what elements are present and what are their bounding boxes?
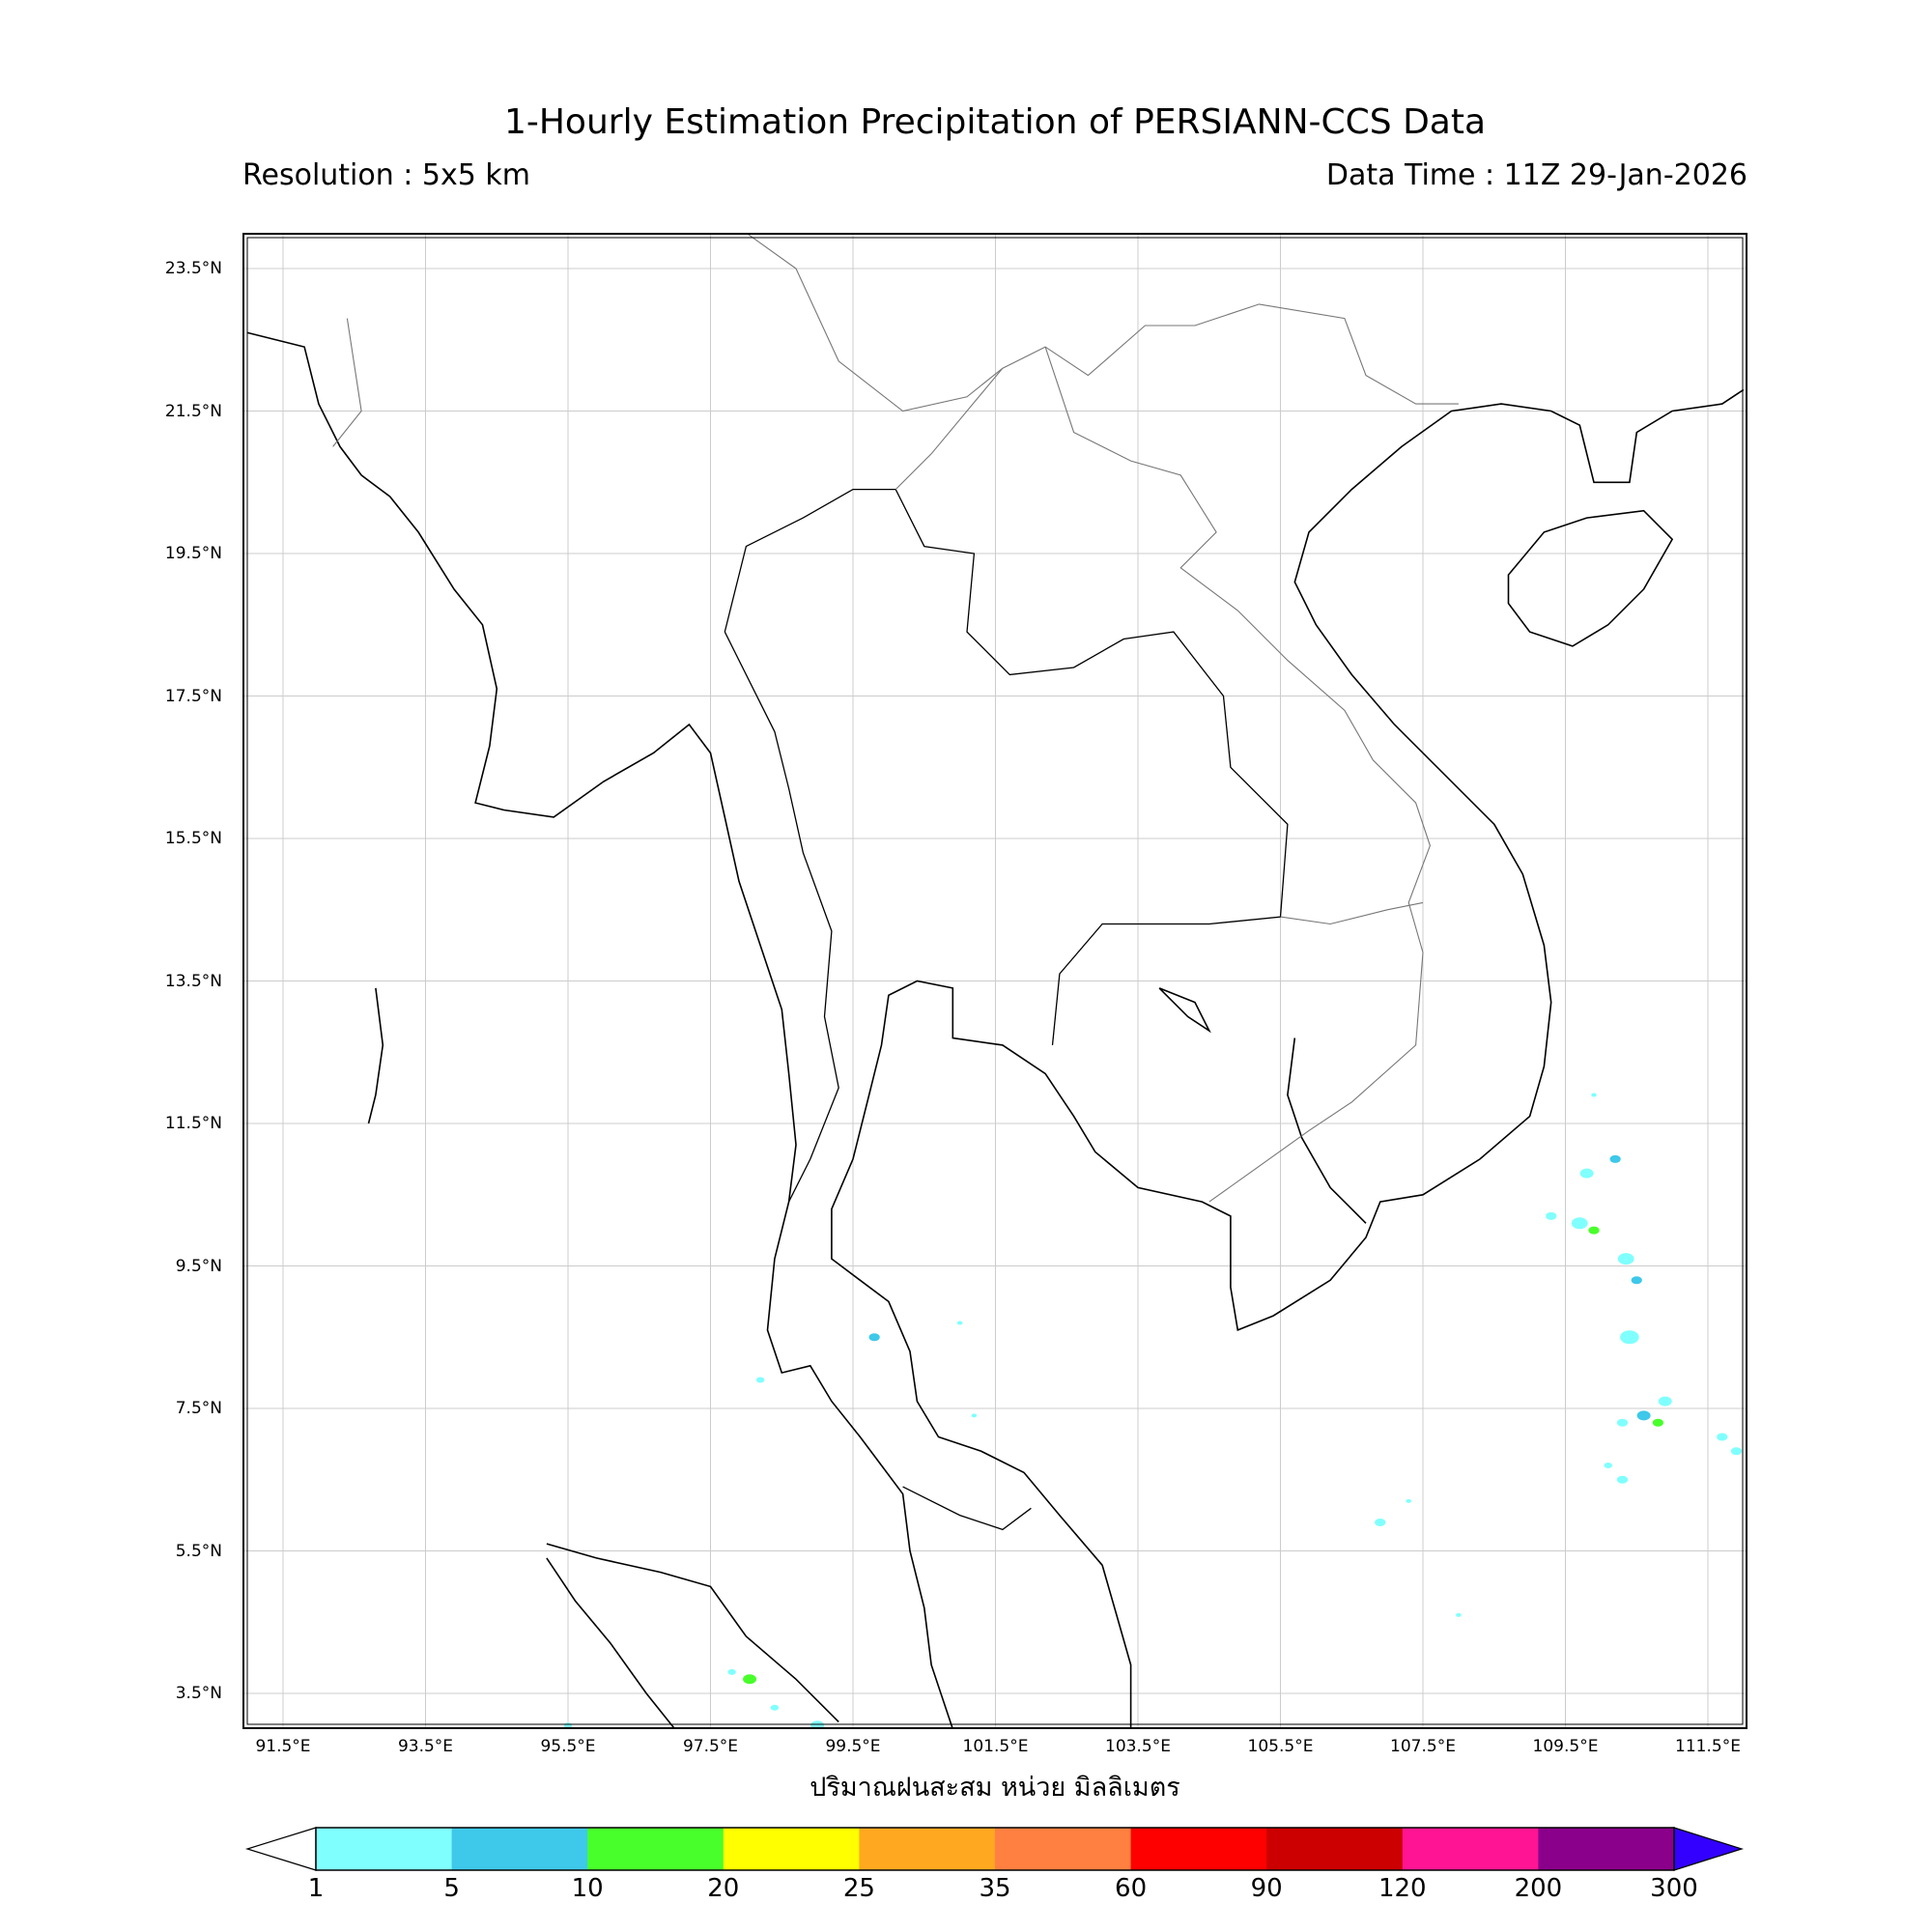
colorbar-outline: [315, 1827, 1675, 1871]
lat-label: 23.5°N: [164, 259, 222, 278]
lat-label: 15.5°N: [164, 829, 222, 848]
rain-cell: [1588, 1226, 1600, 1235]
lon-label: 97.5°E: [682, 1737, 739, 1756]
rain-cell: [1652, 1418, 1663, 1427]
colorbar-tick-label: 25: [842, 1874, 875, 1903]
rain-cell: [810, 1720, 825, 1729]
rain-cell: [1546, 1211, 1557, 1220]
lat-label: 11.5°N: [164, 1114, 222, 1133]
rain-cell: [1658, 1396, 1672, 1406]
lat-label: 13.5°N: [164, 971, 222, 991]
rain-cell: [1717, 1433, 1728, 1441]
mekong-river: [1287, 1037, 1367, 1224]
thailand-border-north-east: [724, 488, 1289, 1045]
rain-cell: [1591, 1093, 1597, 1097]
colorbar-tick-label: 10: [571, 1874, 604, 1903]
rain-cell: [1579, 1168, 1594, 1179]
colorbar-segment: [995, 1828, 1132, 1870]
rain-cell: [1631, 1276, 1642, 1285]
lon-label: 105.5°E: [1247, 1737, 1314, 1756]
colorbar-tick-label: 35: [979, 1874, 1011, 1903]
border-china: [746, 233, 1459, 412]
rain-cell: [1571, 1217, 1588, 1230]
colorbar-segment: [316, 1828, 453, 1870]
colorbar-segment: [1266, 1828, 1404, 1870]
border-bangladesh: [332, 318, 362, 447]
rain-cell: [1636, 1410, 1651, 1421]
coastline-west: [246, 331, 954, 1729]
border-laos-myanmar: [895, 367, 1004, 490]
colorbar-tick-label: 200: [1514, 1874, 1563, 1903]
rain-cell: [1620, 1330, 1639, 1345]
colorbar-segment: [451, 1828, 588, 1870]
rain-cell: [1604, 1463, 1612, 1468]
rain-cell: [1730, 1447, 1743, 1456]
colorbar-tick-label: 20: [707, 1874, 740, 1903]
tonle-sap: [1158, 987, 1211, 1034]
rain-cell: [868, 1333, 880, 1342]
precipitation-map: [242, 233, 1747, 1729]
lon-label: 107.5°E: [1390, 1737, 1456, 1756]
lat-label: 9.5°N: [175, 1256, 222, 1276]
rain-cell: [1616, 1475, 1629, 1484]
colorbar-segment: [1538, 1828, 1675, 1870]
chart-title: 1-Hourly Estimation Precipitation of PER…: [503, 102, 1487, 142]
lat-label: 7.5°N: [175, 1399, 222, 1418]
colorbar-label: ปริมาณฝนสะสม หน่วย มิลลิเมตร: [810, 1773, 1180, 1803]
lat-label: 3.5°N: [175, 1684, 222, 1703]
thailand-border-west: [724, 631, 839, 1203]
lon-label: 93.5°E: [397, 1737, 454, 1756]
rain-cell: [1375, 1519, 1386, 1526]
rain-cell: [1609, 1154, 1621, 1163]
lon-label: 91.5°E: [255, 1737, 311, 1756]
lon-label: 103.5°E: [1105, 1737, 1171, 1756]
hainan-island: [1507, 509, 1674, 647]
colorbar-segment: [859, 1828, 996, 1870]
colorbar-segment: [1130, 1828, 1267, 1870]
rain-cell: [971, 1413, 978, 1418]
resolution-label: Resolution : 5x5 km: [242, 158, 530, 192]
lon-label: 111.5°E: [1675, 1737, 1741, 1756]
andaman-islands: [367, 987, 384, 1124]
lon-label: 109.5°E: [1532, 1737, 1599, 1756]
colorbar-under-arrow: [244, 1827, 317, 1871]
lon-label: 101.5°E: [962, 1737, 1029, 1756]
coastline-east: [831, 388, 1745, 1729]
border-vietnam: [1044, 346, 1431, 1203]
lat-label: 17.5°N: [164, 686, 222, 706]
colorbar-over-arrow: [1673, 1827, 1745, 1871]
rain-cell: [1406, 1498, 1412, 1503]
lat-label: 5.5°N: [175, 1541, 222, 1561]
colorbar-tick-label: 60: [1115, 1874, 1148, 1903]
thailand-border-south: [902, 1486, 1032, 1531]
colorbar: [244, 1827, 1745, 1871]
rain-cell: [1617, 1253, 1634, 1265]
colorbar-segment: [587, 1828, 724, 1870]
data-time-label: Data Time : 11Z 29-Jan-2026: [1325, 158, 1747, 192]
colorbar-tick-label: 1: [307, 1874, 325, 1903]
colorbar-segment: [1402, 1828, 1539, 1870]
rain-cell: [956, 1321, 963, 1325]
map-frame-inner: [246, 237, 1744, 1725]
lon-label: 99.5°E: [825, 1737, 881, 1756]
sumatra-coast-east: [546, 1543, 839, 1723]
rain-cell: [743, 1674, 757, 1685]
lat-label: 19.5°N: [164, 544, 222, 563]
rain-cell: [727, 1668, 736, 1675]
map-frame: [242, 233, 1747, 1729]
lat-label: 21.5°N: [164, 401, 222, 421]
rain-cell: [770, 1704, 780, 1711]
colorbar-tick-label: 90: [1250, 1874, 1283, 1903]
colorbar-segment: [723, 1828, 860, 1870]
sumatra-coast-west: [546, 1557, 676, 1729]
colorbar-tick-label: 5: [443, 1874, 460, 1903]
rain-cell: [1616, 1418, 1629, 1427]
lon-label: 95.5°E: [540, 1737, 596, 1756]
colorbar-tick-label: 120: [1378, 1874, 1427, 1903]
border-cambodia-laos: [1280, 901, 1424, 925]
rain-cell: [1456, 1612, 1462, 1617]
rain-cell: [755, 1377, 765, 1383]
colorbar-tick-label: 300: [1650, 1874, 1698, 1903]
